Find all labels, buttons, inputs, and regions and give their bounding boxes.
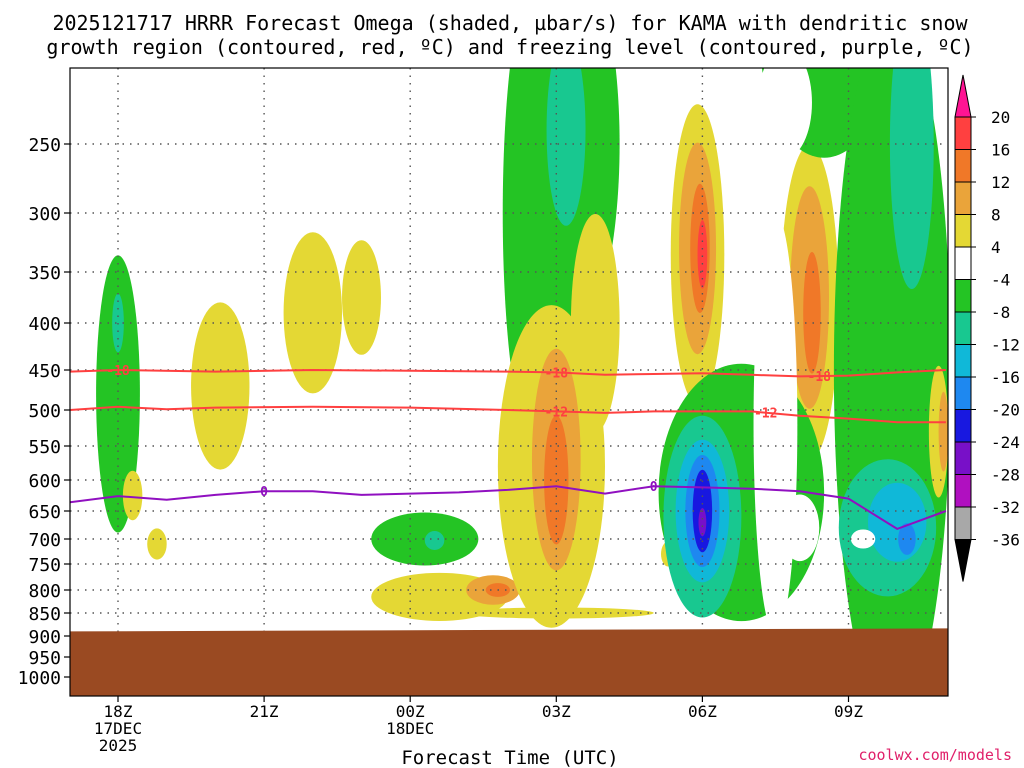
x-tick-label: 09Z [834, 702, 863, 721]
plot-area: -18 -18 -18 -12 -12 0 0 [70, 68, 948, 696]
colorbar-label: -24 [991, 433, 1020, 452]
colorbar-label: -32 [991, 498, 1020, 517]
snow-growth-contour-label: -18 [545, 366, 569, 381]
omega-region [546, 68, 586, 226]
omega-shading [96, 68, 948, 696]
colorbar-bin [954, 409, 972, 443]
snow-growth-contour-label: -12 [754, 407, 777, 422]
colorbar-bin [954, 116, 972, 150]
y-tick-label: 400 [28, 314, 61, 335]
x-tick-label: 18Z [104, 702, 133, 721]
omega-region [371, 512, 479, 566]
freezing-level-contour-line [70, 485, 947, 531]
colorbar-bin [954, 246, 972, 280]
colorbar-bottom-arrow [954, 539, 972, 582]
colorbar-label: -36 [991, 531, 1020, 550]
y-tick-label: 1000 [18, 668, 61, 689]
omega-region [698, 508, 707, 537]
colorbar-bin [954, 441, 972, 475]
y-tick-label: 700 [28, 530, 61, 551]
omega-region [96, 255, 140, 533]
colorbar-label: 12 [991, 173, 1010, 192]
omega-region [697, 220, 708, 289]
colorbar-label: -12 [991, 336, 1020, 355]
snow-growth-contour-label: -18 [106, 364, 130, 379]
y-tick-label: 650 [28, 502, 61, 523]
y-tick-label: 300 [28, 204, 61, 225]
omega-region [803, 251, 821, 374]
colorbar-bin [954, 344, 972, 378]
colorbar-label: 4 [991, 238, 1001, 257]
colorbar-bin [954, 311, 972, 345]
colorbar-bin [954, 181, 972, 215]
colorbar-label: 16 [991, 141, 1010, 160]
x-tick-label: 21Z [250, 702, 279, 721]
colorbar-label: -4 [991, 271, 1010, 290]
colorbar-label: 8 [991, 206, 1001, 225]
omega-neutral-region [758, 68, 812, 158]
colorbar: 20 16 12 8 4 -4 -8 -12 -16 -20 -24 -28 -32 -36 [954, 74, 1020, 582]
omega-region [544, 415, 569, 545]
x-tick-label: 00Z [396, 702, 425, 721]
plot-frame [69, 67, 949, 697]
y-tick-label: 250 [28, 135, 61, 156]
colorbar-bin [954, 149, 972, 183]
omega-neutral-region [753, 213, 798, 636]
y-tick-label: 600 [28, 471, 61, 492]
colorbar-bin [954, 279, 972, 313]
y-axis: 2503003504004505005506006507007508008509… [18, 135, 70, 689]
omega-region [122, 470, 143, 521]
colorbar-bin [954, 214, 972, 248]
omega-region [424, 531, 445, 550]
omega-region [191, 302, 250, 470]
x-tick-label: 06Z [688, 702, 717, 721]
omega-neutral-region [780, 494, 820, 562]
y-tick-label: 350 [28, 263, 61, 284]
colorbar-label: -20 [991, 401, 1020, 420]
colorbar-label: 20 [991, 108, 1010, 127]
contours: -18 -18 -18 -12 -12 0 0 [70, 364, 947, 531]
snow-growth-contour-line [70, 405, 946, 424]
x-axis-label: Forecast Time (UTC) [401, 747, 618, 768]
freezing-level-contour-label: 0 [260, 485, 268, 500]
x-tick-label: 18DEC [386, 719, 434, 738]
colorbar-bin [954, 474, 972, 508]
freezing-level-contour-label: 0 [650, 480, 658, 495]
y-tick-label: 800 [28, 581, 61, 602]
snow-growth-contour-label: -12 [545, 405, 568, 420]
y-tick-label: 750 [28, 555, 61, 576]
omega-region [458, 607, 654, 619]
omega-region [889, 68, 934, 289]
colorbar-label: -16 [991, 368, 1020, 387]
snow-growth-contour-label: -18 [808, 370, 832, 385]
omega-region [938, 391, 948, 472]
colorbar-bin [954, 506, 972, 540]
y-tick-label: 550 [28, 437, 61, 458]
omega-region [342, 240, 381, 355]
omega-region [283, 232, 343, 394]
x-tick-label: 03Z [542, 702, 571, 721]
y-tick-label: 850 [28, 604, 61, 625]
omega-region [147, 528, 167, 560]
chart-title-line1: 2025121717 HRRR Forecast Omega (shaded, … [52, 11, 968, 35]
colorbar-top-arrow [954, 74, 972, 118]
y-tick-label: 950 [28, 648, 61, 669]
snow-growth-contour-line [70, 368, 946, 378]
x-tick-label: 2025 [99, 736, 138, 755]
omega-region [898, 523, 916, 555]
y-tick-label: 900 [28, 627, 61, 648]
colorbar-label: -8 [991, 303, 1010, 322]
y-tick-label: 450 [28, 361, 61, 382]
y-tick-label: 500 [28, 401, 61, 422]
colorbar-label: -28 [991, 466, 1020, 485]
x-tick-label: 17DEC [94, 719, 142, 738]
chart-title-line2: growth region (contoured, red, ºC) and f… [46, 35, 973, 59]
omega-neutral-region [850, 529, 876, 549]
colorbar-bin [954, 376, 972, 410]
credit-text: coolwx.com/models [858, 746, 1012, 764]
terrain-fill [70, 628, 948, 696]
terrain [70, 628, 948, 696]
